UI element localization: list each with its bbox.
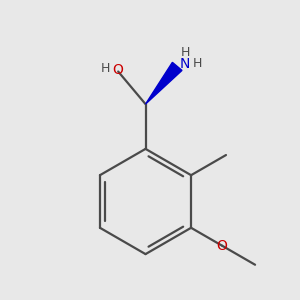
Text: N: N [180, 57, 190, 71]
Text: H: H [180, 46, 190, 59]
Polygon shape [146, 62, 182, 104]
Text: O: O [217, 239, 227, 253]
Text: H: H [101, 62, 111, 75]
Text: O: O [113, 63, 124, 77]
Text: H: H [193, 57, 202, 70]
